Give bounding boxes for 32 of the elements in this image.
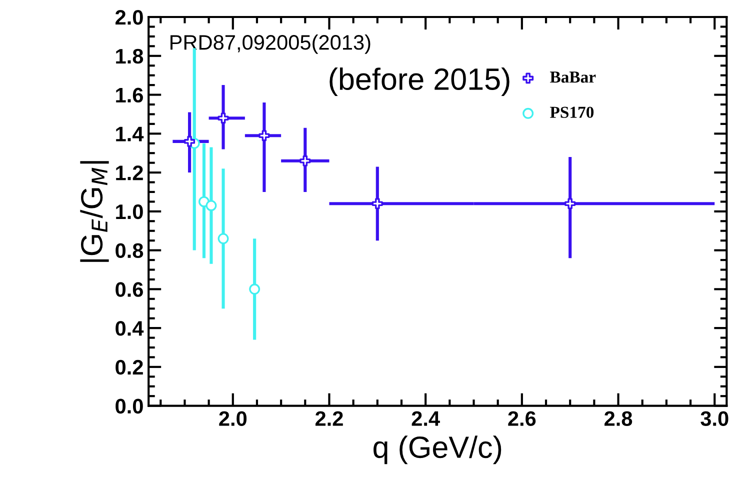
y-tick-label: 0.2 bbox=[116, 360, 143, 375]
y-tick-label: 0.4 bbox=[116, 321, 144, 336]
x-tick-label: 2.2 bbox=[315, 411, 343, 426]
y-tick-label: 1.2 bbox=[116, 166, 143, 180]
y-tick-label: 0.6 bbox=[116, 282, 143, 297]
y-tick-label: 2.0 bbox=[116, 10, 143, 25]
point bbox=[218, 112, 229, 124]
x-tick-label: 2.4 bbox=[412, 411, 440, 426]
point bbox=[372, 198, 383, 210]
legend-label: PS170 bbox=[550, 106, 594, 118]
y-tick-label: 1.8 bbox=[116, 48, 144, 64]
x-axis-title: q (GeV/c) bbox=[374, 436, 502, 464]
point bbox=[218, 233, 229, 244]
legend-label: BaBar bbox=[550, 72, 596, 83]
y-tick-label: 1.4 bbox=[116, 126, 144, 142]
x-tick-label: 2.8 bbox=[604, 411, 632, 426]
point bbox=[184, 136, 196, 147]
point bbox=[564, 198, 576, 210]
y-tick-label: 1.0 bbox=[116, 204, 143, 220]
annotation: PRD87,092005(2013) bbox=[170, 34, 370, 54]
x-tick-label: 3.0 bbox=[700, 411, 728, 426]
y-tick-label: 0.8 bbox=[116, 243, 144, 258]
y-tick-label: 0.0 bbox=[116, 398, 143, 414]
point bbox=[300, 155, 311, 166]
x-tick-label: 2.0 bbox=[219, 411, 247, 426]
point bbox=[258, 130, 270, 142]
y-tick-label: 1.6 bbox=[116, 88, 143, 103]
point bbox=[206, 200, 217, 212]
y-axis-title: |G$_{E}$/G$_{M}$| bbox=[80, 161, 109, 262]
annotation: (before 2015) bbox=[330, 68, 510, 96]
point bbox=[249, 284, 260, 295]
x-tick-label: 2.6 bbox=[508, 411, 536, 426]
